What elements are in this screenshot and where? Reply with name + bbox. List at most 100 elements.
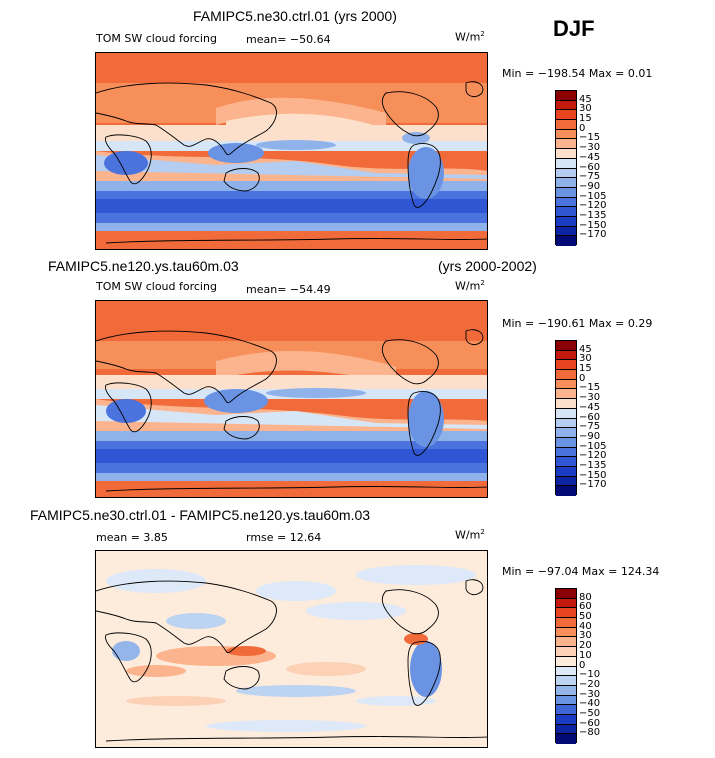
colorbar-box [556,685,576,696]
colorbar-label: −135 [579,209,607,221]
panel1-mean: mean= −50.64 [246,33,331,46]
colorbar-box [556,608,576,619]
colorbar-label: −50 [579,707,601,719]
colorbar-label: 20 [579,640,592,652]
colorbar-box [556,236,576,246]
colorbar-box [556,207,576,217]
colorbar-box [556,341,576,351]
colorbar-label: 15 [579,113,592,125]
colorbar-label: −15 [579,132,601,144]
colorbar-label: −105 [579,190,607,202]
colorbar-box [556,637,576,648]
colorbar-box [556,466,576,477]
colorbar-box [556,178,576,188]
panel2-years: (yrs 2000-2002) [438,258,537,274]
colorbar-box [556,187,576,198]
colorbar-box [556,168,576,179]
colorbar-label: −75 [579,171,601,183]
colorbar-box [556,399,576,409]
colorbar-label: −30 [579,688,601,700]
colorbar-label: −30 [579,142,601,154]
colorbar-label: −170 [579,229,607,241]
panel2-mean: mean= −54.49 [246,283,331,296]
colorbar-label: 15 [579,363,592,375]
colorbar-label: −45 [579,401,601,413]
colorbar-box [556,666,576,677]
colorbar-box [556,734,576,744]
colorbar-box [556,428,576,438]
colorbar-label: 30 [579,103,592,115]
panel2-map [95,300,488,498]
panel1-map [95,52,488,250]
panel2-units: W/m2 [455,279,485,293]
season-label: DJF [553,16,595,41]
colorbar-box [556,226,576,237]
colorbar-label: −60 [579,411,601,423]
panel1-units: W/m2 [455,30,485,44]
colorbar-box [556,129,576,140]
colorbar-label: 45 [579,343,592,355]
colorbar-label: 30 [579,353,592,365]
panel2-title: FAMIPC5.ne120.ys.tau60m.03 [48,258,239,274]
panel3-field [96,551,487,747]
colorbar-label: −45 [579,151,601,163]
colorbar-box [556,216,576,227]
panel3-title: FAMIPC5.ne30.ctrl.01 - FAMIPC5.ne120.ys.… [30,507,371,523]
colorbar-box [556,476,576,487]
colorbar-label: 45 [579,93,592,105]
panel1-variable: TOM SW cloud forcing [96,32,217,45]
panel3-mean: mean = 3.85 [96,531,168,544]
colorbar-label: −120 [579,200,607,212]
colorbar-box [556,724,576,735]
colorbar-label: −90 [579,430,601,442]
colorbar-label: 40 [579,620,592,632]
colorbar-label: −30 [579,392,601,404]
colorbar-label: −60 [579,717,601,729]
colorbar-label: −170 [579,479,607,491]
colorbar-box [556,139,576,150]
colorbar-box [556,418,576,429]
colorbar-label: 0 [579,659,586,671]
panel1-minmax: Min = −198.54 Max = 0.01 [502,67,653,80]
panel2-minmax: Min = −190.61 Max = 0.29 [502,317,653,330]
colorbar-box [556,350,576,361]
colorbar-box [556,370,576,380]
panel2-variable: TOM SW cloud forcing [96,280,217,293]
colorbar-box [556,437,576,448]
colorbar-label: −150 [579,469,607,481]
colorbar-label: 10 [579,649,592,661]
panel2-field [96,301,487,497]
colorbar-box [556,197,576,208]
colorbar-box [556,486,576,496]
colorbar-box [556,110,576,121]
colorbar-label: 50 [579,611,592,623]
colorbar-label: −120 [579,450,607,462]
colorbar-box [556,695,576,706]
colorbar-label: −105 [579,440,607,452]
panel2-colorbar [555,340,577,496]
panel3-rmse: rmse = 12.64 [246,531,322,544]
colorbar-box [556,618,576,628]
colorbar-label: −90 [579,180,601,192]
colorbar-label: −135 [579,459,607,471]
colorbar-box [556,589,576,599]
panel1-colorbar [555,90,577,246]
colorbar-label: 80 [579,591,592,603]
colorbar-box [556,100,576,111]
colorbar-box [556,120,576,130]
panel3-map [95,550,488,748]
colorbar-label: −75 [579,421,601,433]
panel1-field [96,53,487,249]
colorbar-box [556,149,576,159]
colorbar-label: −60 [579,161,601,173]
panel3-minmax: Min = −97.04 Max = 124.34 [502,565,660,578]
colorbar-box [556,714,576,725]
colorbar-label: −150 [579,219,607,231]
panel3-colorbar [555,588,577,744]
colorbar-box [556,389,576,400]
colorbar-box [556,676,576,686]
panel3-units: W/m2 [455,528,485,542]
colorbar-box [556,91,576,101]
colorbar-box [556,656,576,667]
colorbar-box [556,705,576,715]
